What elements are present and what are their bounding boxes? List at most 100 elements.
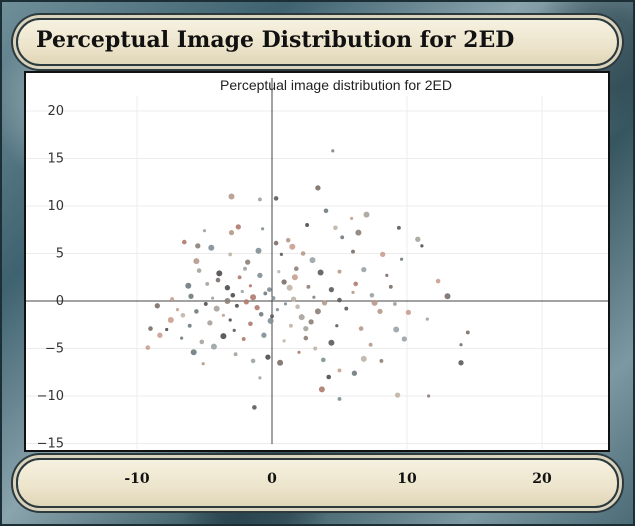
data-point [401,336,407,342]
data-point [321,300,328,306]
data-point [257,197,262,202]
data-point [415,236,421,242]
data-point [255,247,262,254]
data-point [240,289,244,294]
data-point [205,281,210,286]
data-point [368,342,373,347]
data-point [180,336,184,340]
data-point [237,275,242,280]
data-point [300,251,306,256]
data-point [353,281,359,287]
title-bar: Perceptual Image Distribution for 2ED [16,18,619,66]
data-point [351,290,355,294]
data-point [258,312,264,317]
data-point [185,282,192,289]
data-point [394,392,401,398]
data-point [369,293,375,298]
data-point [318,386,325,393]
data-point [288,323,293,328]
data-point [154,303,160,309]
data-point [355,229,362,236]
data-point [182,239,187,245]
data-point [165,327,169,332]
data-point [265,354,271,360]
data-point [215,277,221,283]
data-point [350,216,354,220]
data-point [312,295,316,299]
data-point [283,302,288,306]
data-point [308,319,314,325]
x-tick-label: 10 [397,471,417,487]
data-point [193,258,200,265]
data-point [277,359,284,366]
data-point [340,235,345,240]
data-point [328,286,335,293]
data-point [281,279,287,285]
data-point [208,244,215,251]
data-point [335,324,339,328]
data-point [282,339,286,343]
data-point [175,308,180,312]
data-point [258,376,262,380]
data-point [248,321,253,327]
data-point [203,301,208,306]
x-tick-labels: -10 0 10 20 [124,471,552,487]
data-point [328,339,335,346]
data-point [273,196,279,201]
data-point [385,273,389,277]
y-tick-label: −5 [45,342,64,357]
data-point [337,269,342,274]
data-point [298,314,305,321]
y-tick-label: −10 [37,389,64,404]
data-point [337,396,342,401]
data-point [187,323,192,328]
data-point [303,325,309,332]
data-point [337,368,342,373]
data-point [323,208,329,214]
data-point [444,293,451,300]
data-point [286,284,293,291]
data-point [224,285,231,291]
data-point [333,225,338,231]
data-point [170,297,175,302]
data-point [396,225,401,230]
data-point [371,299,378,306]
grid [26,96,608,449]
y-tick-label: 15 [47,152,64,167]
data-point [400,257,404,261]
data-point [224,298,231,304]
data-point [228,252,233,257]
data-point [270,314,274,319]
data-point [167,317,174,323]
data-point [314,308,321,315]
y-tick-labels: 20 15 10 5 0 −5 −10 −15 [37,104,64,452]
data-point [465,330,470,335]
data-point [233,352,238,357]
data-point [313,346,318,351]
data-point [331,149,335,153]
data-point [228,318,232,322]
data-point [210,343,217,350]
data-point [360,355,367,362]
y-tick-label: 5 [56,247,64,262]
y-tick-label: 0 [56,294,64,309]
data-point [235,224,241,230]
data-point [148,326,153,331]
plot-panel [24,71,610,452]
data-point [216,270,223,277]
data-point [213,305,220,312]
data-point [425,317,429,321]
data-point [157,332,163,338]
data-point [358,326,364,331]
data-point [294,266,299,272]
data-point [257,272,263,279]
data-point [243,299,249,305]
data-point [317,269,324,276]
data-point [250,358,256,364]
data-point [271,296,276,301]
data-point [202,229,207,233]
data-point [315,185,321,191]
data-point [392,301,397,306]
data-point [220,333,227,340]
